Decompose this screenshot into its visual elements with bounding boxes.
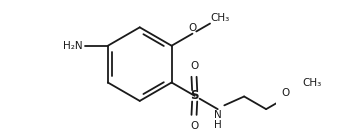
Text: CH₃: CH₃ [303,78,322,88]
Text: H₂N: H₂N [63,41,82,51]
Text: O: O [281,88,289,98]
Text: O: O [190,121,198,131]
Text: O: O [188,23,197,33]
Text: N
H: N H [215,110,222,130]
Text: CH₃: CH₃ [211,13,230,23]
Text: O: O [190,61,198,71]
Text: S: S [190,89,199,102]
